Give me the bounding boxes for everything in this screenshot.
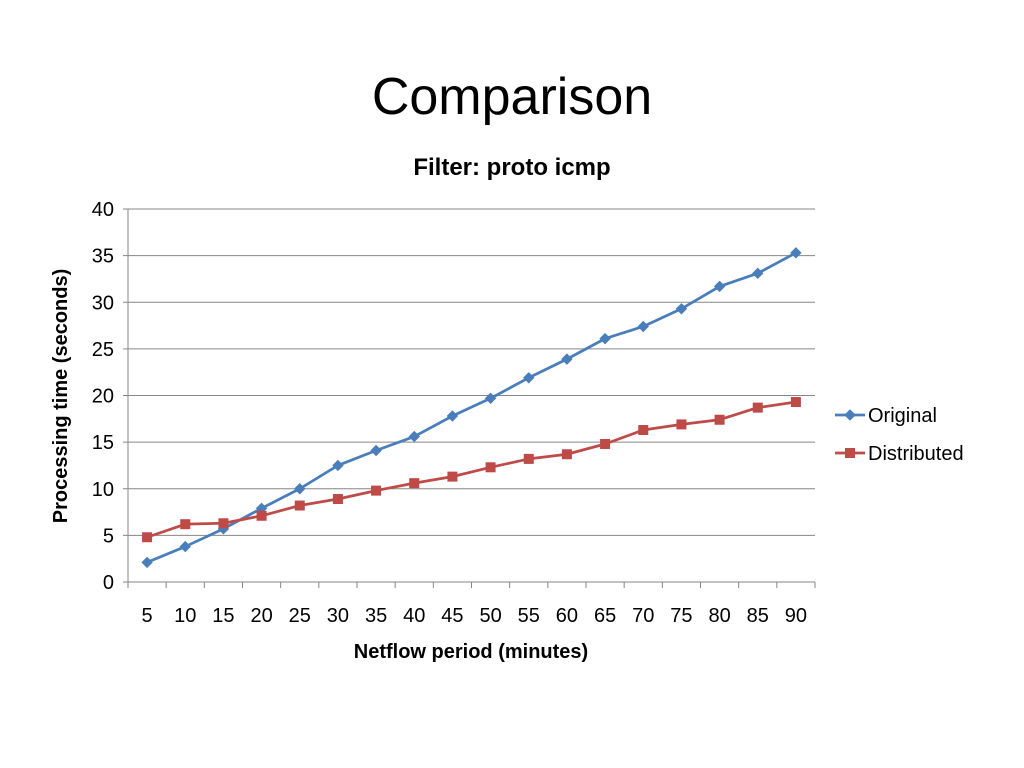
data-point-distributed [218,518,229,529]
x-tick-labels: 5 10 15 20 25 30 35 40 45 50 55 60 65 70 75 80 85 90 [142,605,808,627]
x-tick-label: 65 [594,605,616,627]
data-point-original [370,444,382,457]
data-point-original [294,483,306,495]
x-tick-label: 25 [289,605,311,627]
data-point-legend-original [844,409,856,421]
data-point-distributed [371,485,382,496]
data-point-original [408,430,420,443]
x-tick-label: 10 [174,605,196,627]
data-point-original [637,320,649,333]
data-point-distributed [600,438,611,449]
y-tick-label: 10 [92,479,114,501]
series-line-original [146,251,797,564]
legend-item-original: Original [835,405,937,427]
chart-title: Filter: proto icmp [413,154,610,181]
data-point-distributed [676,419,687,430]
y-axis-label: Processing time (seconds) [50,269,72,524]
series-distributed [142,397,801,543]
x-tick-label: 5 [142,605,153,627]
slide-title: Comparison [371,68,653,126]
data-point-distributed [447,471,458,482]
data-point-distributed [752,402,763,413]
data-point-distributed [180,519,191,530]
y-tick-label: 30 [92,292,114,314]
x-tick-label: 90 [785,605,807,627]
x-tick-label: 30 [327,605,349,627]
data-point-distributed [409,478,420,489]
x-tick-label: 35 [365,605,387,627]
x-tick-label: 70 [632,605,654,627]
data-point-original [446,410,459,422]
data-point-original [561,353,573,365]
data-point-original [523,372,535,384]
data-point-original [484,392,497,405]
x-tick-label: 75 [670,605,692,627]
x-tick-label: 45 [441,605,463,627]
y-tick-label: 20 [92,386,114,408]
data-point-original [332,459,344,472]
x-axis-label: Netflow period (minutes) [354,641,588,663]
x-tick-label: 20 [250,605,272,627]
y-tick-label: 35 [92,246,114,268]
data-point-distributed [790,397,801,408]
x-tick-label: 40 [403,605,425,627]
y-tick-label: 25 [92,339,114,361]
data-point-legend-distributed [845,448,855,458]
x-tick-label: 55 [518,605,540,627]
data-point-distributed [294,500,305,511]
data-point-distributed [561,449,572,460]
series-line-distributed [146,400,797,539]
data-point-original [752,267,764,280]
y-tick-labels: 0 5 10 15 20 25 30 35 40 [92,199,114,594]
axes [123,208,816,588]
legend-label-original: Original [868,405,937,427]
data-point-distributed [523,453,534,464]
y-tick-label: 5 [103,525,114,547]
x-tick-label: 85 [747,605,769,627]
data-point-distributed [142,532,153,543]
data-point-distributed [638,425,649,436]
data-point-original [599,332,611,345]
data-point-original [179,540,191,553]
x-tick-label: 15 [212,605,234,627]
series-original [141,247,802,569]
x-tick-label: 50 [479,605,501,627]
data-point-distributed [332,494,343,505]
data-point-distributed [485,462,496,473]
legend: Original Distributed [835,405,964,465]
data-point-original [790,247,802,259]
data-point-original [141,556,153,569]
series-layer [141,247,802,569]
y-tick-label: 0 [103,572,114,594]
legend-item-distributed: Distributed [835,443,964,465]
data-point-original [675,303,688,315]
legend-label-distributed: Distributed [868,443,964,465]
x-tick-label: 80 [708,605,730,627]
gridlines [128,208,815,536]
data-point-original [713,280,726,293]
y-tick-label: 15 [92,432,114,454]
x-tick-label: 60 [556,605,578,627]
y-tick-label: 40 [92,199,114,221]
data-point-distributed [256,510,267,521]
data-point-distributed [714,414,725,425]
